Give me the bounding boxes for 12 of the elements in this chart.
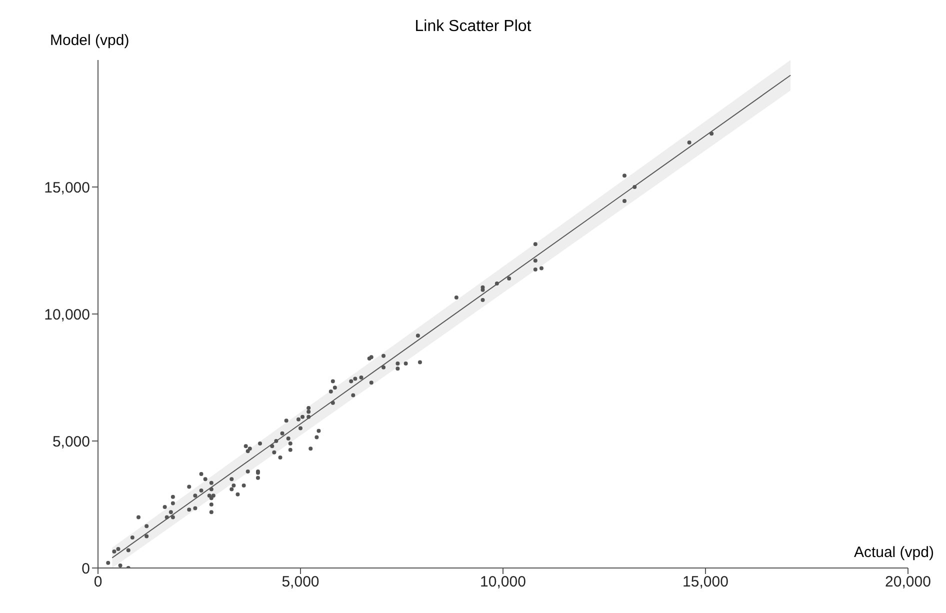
y-tick-label: 10,000 xyxy=(44,306,90,324)
x-tick-label: 5,000 xyxy=(282,574,320,591)
chart-title: Link Scatter Plot xyxy=(414,18,532,35)
y-axis-title: Model (vpd) xyxy=(50,32,130,49)
x-tick-label: 0 xyxy=(94,574,102,591)
x-tick-label: 20,000 xyxy=(885,574,931,591)
y-tick-label: 5,000 xyxy=(52,433,90,450)
x-tick-label: 15,000 xyxy=(682,574,728,591)
x-axis-title: Actual (vpd) xyxy=(854,544,934,561)
x-tick-label: 10,000 xyxy=(480,574,526,591)
y-tick-label: 15,000 xyxy=(44,179,90,196)
y-tick-label: 0 xyxy=(82,560,90,578)
